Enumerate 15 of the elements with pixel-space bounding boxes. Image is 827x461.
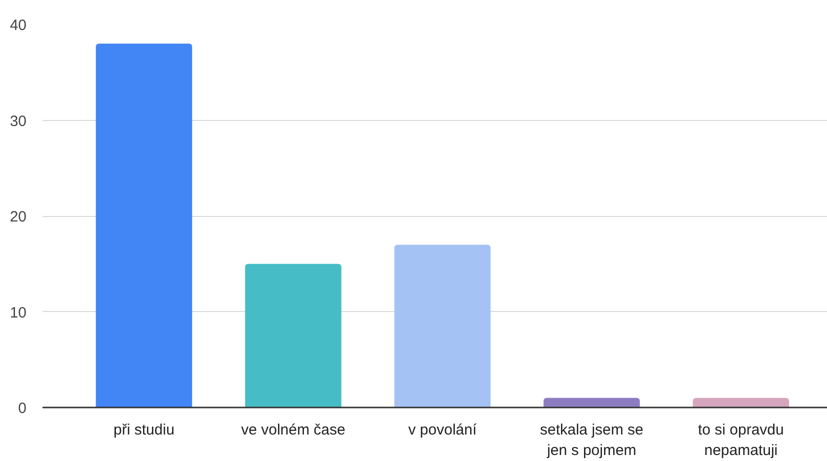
bar <box>96 44 192 408</box>
y-tick-label: 40 <box>10 17 27 34</box>
y-tick-label: 10 <box>10 304 27 322</box>
x-tick-label: to si opravdu nepamatuji <box>698 422 784 459</box>
x-tick-label: při studiu <box>114 422 174 438</box>
y-tick-label: 20 <box>10 208 27 226</box>
x-tick-label: ve volném čase <box>241 422 346 438</box>
bar <box>245 264 342 408</box>
x-tick-label: setkala jsem se jen s pojmem <box>540 422 644 459</box>
bar <box>394 244 491 408</box>
x-tick-label: v povolání <box>408 422 478 438</box>
bar <box>692 398 790 408</box>
y-tick-label: 30 <box>10 112 27 130</box>
y-tick-label: 0 <box>18 400 26 417</box>
bar <box>544 398 640 408</box>
